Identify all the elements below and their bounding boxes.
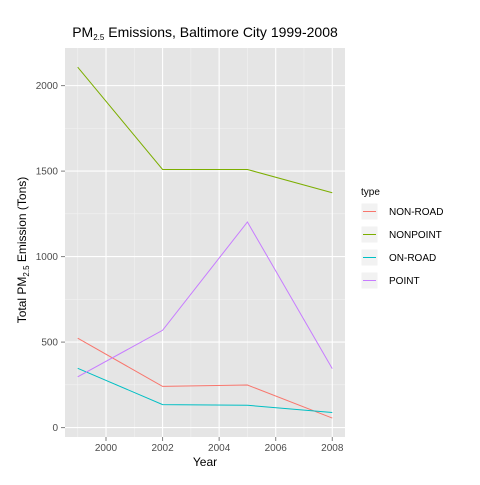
legend-item-non-road: NON-ROAD [360,202,443,221]
y-tick-label: 500 [41,338,58,349]
plot-panel [65,48,345,437]
legend-label: NON-ROAD [389,207,443,218]
series-line-on-road [77,367,333,413]
legend-item-nonpoint: NONPOINT [360,225,442,244]
legend: NON-ROAD NONPOINT ON-ROAD POINT [360,202,443,290]
y-tick-label: 0 [52,423,58,434]
legend-title: type [361,187,380,198]
legend-item-point: POINT [360,271,420,290]
series-line-non-road [77,337,333,419]
y-tick-label: 1500 [36,167,59,178]
chart-title: PM2.5 Emissions, Baltimore City 1999-200… [72,24,338,42]
series-lines [77,66,333,419]
series-line-point [77,221,333,378]
y-tick-label: 2000 [36,81,59,92]
x-tick-label: 2008 [321,443,344,454]
series-line-nonpoint [77,66,333,194]
x-tick-label: 2004 [208,443,231,454]
legend-item-on-road: ON-ROAD [360,248,436,267]
legend-label: ON-ROAD [389,253,436,264]
y-tick-label: 1000 [36,252,59,263]
x-tick-label: 2006 [265,443,288,454]
y-axis-title: Total PM2.5 Emission (Tons) [15,177,31,324]
legend-label: POINT [389,276,420,287]
x-axis-title: Year [193,455,217,469]
x-tick-label: 2002 [151,443,174,454]
axes: 2000 2002 2004 2006 2008 0 500 1000 1500 2000 [36,81,344,454]
x-tick-label: 2000 [95,443,118,454]
legend-label: NONPOINT [389,230,442,241]
grid-lines [65,48,345,437]
panel-background [65,48,345,437]
